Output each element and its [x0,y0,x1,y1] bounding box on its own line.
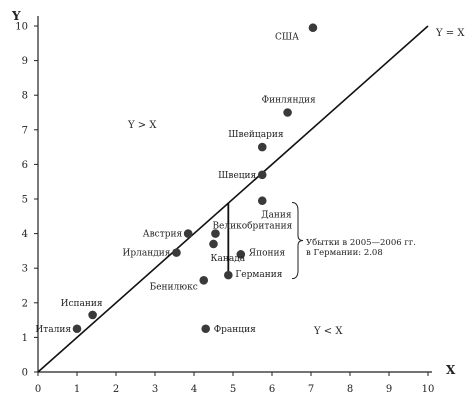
x-tick-label: 1 [74,384,80,395]
y-tick-label: 3 [22,264,28,275]
point-label: Швеция [218,171,256,181]
x-tick-label: 8 [347,384,353,395]
data-point [172,248,181,257]
data-point [211,229,220,238]
x-tick-label: 9 [386,384,392,395]
x-tick-label: 5 [230,384,236,395]
point-label: Великобритания [212,221,292,232]
point-label: Германия [235,270,282,280]
point-label: Финляндия [262,96,316,106]
point-label: Япония [249,248,286,258]
point-label: Австрия [143,230,183,240]
y-ticks: 0 1 2 3 4 5 6 7 8 9 10 [15,22,38,379]
data-point [201,324,210,334]
x-tick-label: 0 [35,384,41,395]
y-tick-label: 9 [22,56,28,67]
diagonal-line [37,25,429,373]
annotation-bracket [291,201,304,280]
point-label: Дания [261,211,292,221]
point-label: Ирландия [123,249,171,259]
y-tick-label: 6 [22,160,28,171]
data-point [236,250,246,259]
y-axis-title: Y [11,9,21,23]
x-ticks: 0 1 2 3 4 5 6 7 8 9 10 [35,372,435,395]
y-tick-label: 5 [22,195,28,206]
y-tick-label: 0 [22,368,28,379]
data-point [257,142,267,152]
x-tick-label: 7 [308,384,314,395]
x-tick-label: 10 [422,384,435,395]
x-tick-label: 6 [269,384,275,395]
diagonal-label: Y = X [435,28,465,39]
annotation-line-2: в Германии: 2.08 [306,248,383,258]
x-tick-label: 4 [191,384,197,395]
point-labels: США Финляндия Швейцария Швеция ДанияВеликобр… [35,33,316,335]
point-label: Канада [211,254,246,264]
annotation-line-1: Убытки в 2005—2006 гг. [306,237,416,248]
point-label: Испания [61,299,103,309]
point-label: Италия [35,325,71,335]
data-point [72,324,82,334]
axes: Y X [11,9,456,377]
region-above-label: Y > X [127,120,157,131]
data-point [308,23,318,33]
y-tick-label: 1 [22,333,28,344]
data-point [88,310,97,320]
x-tick-label: 2 [113,384,119,395]
point-label: Швейцария [228,130,284,140]
data-point [283,108,292,117]
x-tick-label: 3 [152,384,158,395]
x-axis-title: X [446,363,456,377]
y-tick-label: 10 [15,22,28,33]
y-tick-label: 2 [22,298,28,309]
data-point [209,239,218,249]
y-tick-label: 8 [22,91,28,102]
data-point [183,229,193,238]
point-label: Франция [214,325,256,335]
data-point [257,196,267,206]
region-below-label: Y < X [313,326,343,337]
data-point [257,170,267,180]
data-points [72,23,318,334]
y-tick-label: 4 [22,229,28,240]
data-point [224,270,233,280]
data-point [199,276,209,285]
point-label: США [275,33,299,43]
point-label: Бенилюкс [150,282,198,292]
y-tick-label: 7 [22,125,28,136]
